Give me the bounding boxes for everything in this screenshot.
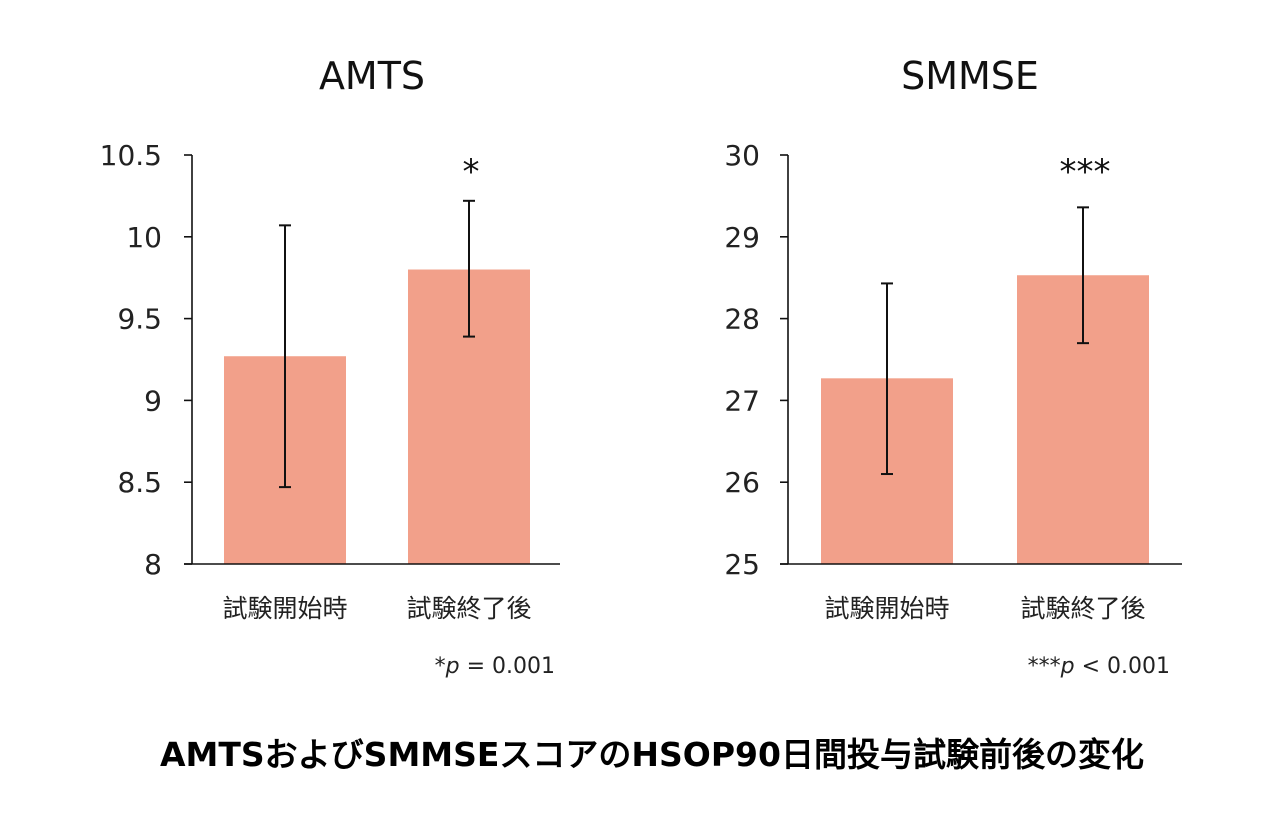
- amts-significance-marker: *: [463, 152, 480, 192]
- amts-p-value: = 0.001: [460, 654, 555, 679]
- smmse-significance-marker: ***: [1060, 152, 1111, 192]
- amts-error-bar-1: [279, 224, 291, 489]
- smmse-p-symbol: p: [1060, 654, 1075, 679]
- smmse-y-tick-label: 25: [724, 548, 760, 581]
- smmse-p-value: < 0.001: [1075, 654, 1170, 679]
- smmse-category-label: 試験終了後: [1020, 594, 1145, 623]
- amts-y-tick-label: 9: [144, 384, 162, 417]
- amts-category-label: 試験開始時: [222, 594, 347, 623]
- amts-plot-area: 10.5 10 9.5 9 8.5 8 試験開始時 試験終了後 *: [100, 139, 560, 623]
- figure-caption: AMTSおよびSMMSEスコアのHSOP90日間投与試験前後の変化: [160, 735, 1144, 774]
- amts-y-tick-label: 8: [144, 548, 162, 581]
- smmse-p-note: ***p < 0.001: [1028, 654, 1170, 679]
- amts-error-bar-2: [463, 199, 475, 338]
- smmse-error-bar-1: [881, 282, 893, 476]
- smmse-y-tick-label: 27: [724, 384, 760, 417]
- amts-y-tick-label: 8.5: [117, 466, 162, 499]
- amts-p-symbol: p: [445, 654, 460, 679]
- amts-y-tick-label: 10: [126, 221, 162, 254]
- smmse-plot-area: 30 29 28 27 26 25 試験開始時 試験終了後 ***: [724, 139, 1182, 623]
- smmse-error-bar-2: [1077, 206, 1089, 345]
- smmse-category-label: 試験開始時: [824, 594, 949, 623]
- smmse-y-tick-label: 28: [724, 303, 760, 336]
- smmse-p-stars: ***: [1028, 654, 1061, 679]
- amts-p-stars: *: [435, 654, 446, 679]
- amts-y-tick-label: 10.5: [100, 139, 162, 172]
- smmse-title: SMMSE: [901, 54, 1039, 98]
- smmse-y-tick-label: 30: [724, 139, 760, 172]
- amts-p-note: *p = 0.001: [435, 654, 555, 679]
- smmse-y-tick-label: 26: [724, 466, 760, 499]
- amts-y-tick-label: 9.5: [117, 303, 162, 336]
- amts-category-label: 試験終了後: [406, 594, 531, 623]
- smmse-y-tick-label: 29: [724, 221, 760, 254]
- amts-title: AMTS: [319, 54, 425, 98]
